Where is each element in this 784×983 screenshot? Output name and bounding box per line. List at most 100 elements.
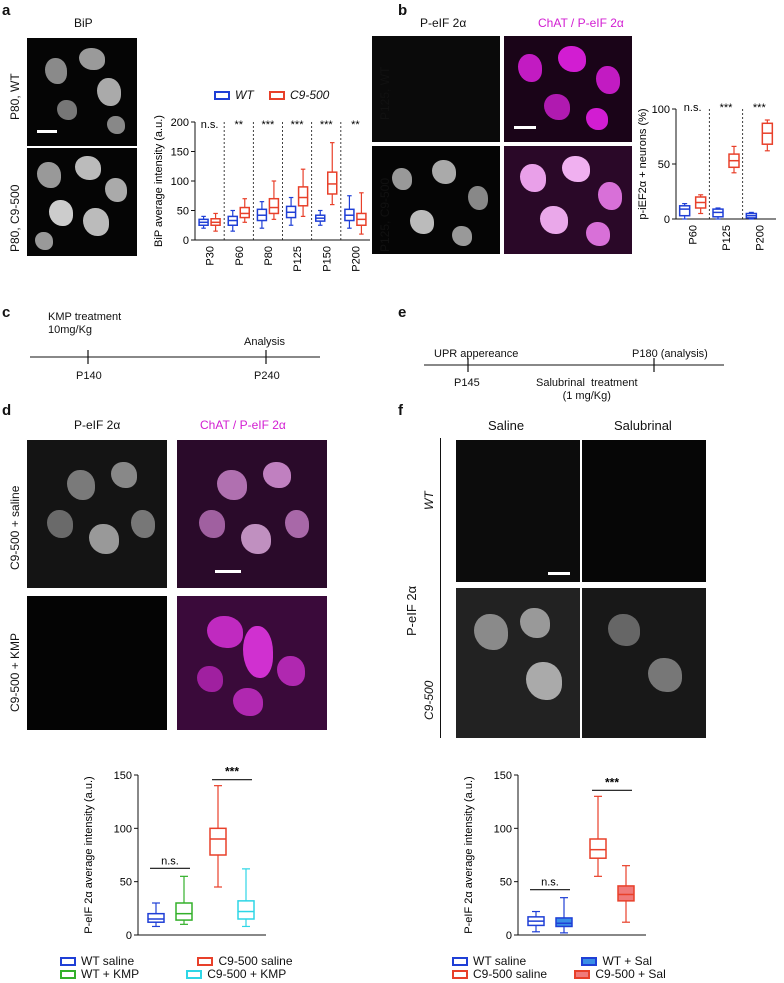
chart-a-ytick-label: 200 <box>171 117 189 129</box>
col-label-b-1: P-eIF 2α <box>420 16 467 30</box>
legend-d-3: WT + KMP <box>81 967 139 981</box>
legend-f-row2: C9-500 saline C9-500 + Sal <box>452 966 772 982</box>
chart-d-box-3-box <box>237 900 255 920</box>
chart-f-box-3-box <box>617 885 635 902</box>
chart-a-significance: ** <box>234 119 243 131</box>
chart-b-ylabel: p-iEF2α + neurons (%) <box>637 108 649 219</box>
chart-a-c9-P150-box <box>327 171 338 195</box>
chart-b-xtick-label: P125 <box>721 225 733 251</box>
scale-bar <box>548 572 570 575</box>
legend-a: WT C9-500 <box>214 88 329 102</box>
chart-b-ytick-label: 50 <box>658 159 670 171</box>
chart-a-xtick-label: P30 <box>205 246 217 266</box>
chart-a-xtick-label: P150 <box>321 246 333 272</box>
micrograph-d-saline-merge <box>177 440 327 588</box>
micrograph-f-c9-saline <box>456 588 580 738</box>
chart-a-c9-P60-box <box>239 206 250 219</box>
chart-d-box-1-box <box>175 902 193 921</box>
timeline-c-time-2: P240 <box>254 370 280 382</box>
timeline-c-event-1: KMP treatment 10mg/Kg <box>48 311 122 336</box>
scale-bar <box>514 126 536 129</box>
col-label-d-2: ChAT / P-eIF 2α <box>200 418 286 432</box>
chart-f: 0 50 100 150 P-eIF 2α average intensity (a.u… <box>463 770 646 942</box>
legend-a-c9: C9-500 <box>290 88 330 102</box>
chart-a-significance: *** <box>261 119 275 131</box>
micrograph-b-c9-grey <box>372 146 500 254</box>
legend-d: WT saline C9-500 saline <box>60 952 360 970</box>
timeline-c-event-2: Analysis <box>244 336 285 348</box>
chart-a-ytick-label: 150 <box>171 147 189 159</box>
chart-a-c9-P125-box <box>297 186 309 207</box>
legend-f: WT saline WT + Sal <box>452 952 772 970</box>
panel-letter-b: b <box>398 2 408 19</box>
chart-b-ytick-label: 100 <box>652 104 670 116</box>
row-divider-line <box>440 438 441 738</box>
panel-letter-a: a <box>2 2 11 19</box>
chart-a-significance: *** <box>320 119 334 131</box>
panel-a-image-title: BiP <box>74 16 93 30</box>
chart-a-xtick-label: P125 <box>292 246 304 272</box>
panel-letter-e: e <box>398 304 407 321</box>
timeline-e <box>424 358 724 372</box>
legend-d-1: WT saline <box>81 954 135 968</box>
chart-f-ylabel: P-eIF 2α average intensity (a.u.) <box>463 776 475 933</box>
timeline-e-event-3: P180 (analysis) <box>632 348 708 360</box>
timeline-c <box>30 350 320 364</box>
chart-a-significance: *** <box>291 119 305 131</box>
col-label-f-1: Saline <box>488 418 525 433</box>
chart-d-ylabel: P-eIF 2α average intensity (a.u.) <box>83 776 95 933</box>
chart-f-ytick-label: 0 <box>506 930 512 942</box>
chart-a-ytick-label: 0 <box>183 235 189 247</box>
timeline-e-time-1: P145 <box>454 377 480 389</box>
row-label-f-wt: WT <box>422 491 436 510</box>
chart-d-significance-1: n.s. <box>161 855 179 867</box>
micrograph-f-wt-salubrinal <box>582 440 706 582</box>
micrograph-b-wt-merge <box>504 36 632 142</box>
chart-a-xtick-label: P200 <box>350 246 362 272</box>
micrograph-b-wt-grey <box>372 36 500 142</box>
chart-b-xtick-label: P60 <box>688 225 700 245</box>
chart-d-box-2-box <box>209 827 227 856</box>
chart-f-significance-1: n.s. <box>541 877 559 889</box>
chart-f-ytick-label: 50 <box>500 877 512 889</box>
chart-a-ytick-label: 100 <box>171 176 189 188</box>
row-label-d-kmp: C9-500 + KMP <box>8 632 22 712</box>
chart-f-significance-2: *** <box>605 775 619 789</box>
row-label-d-saline: C9-500 + saline <box>8 485 22 570</box>
chart-b-significance: *** <box>720 102 734 114</box>
chart-a-xtick-label: P60 <box>234 246 246 266</box>
legend-d-2: C9-500 saline <box>218 954 293 968</box>
micrograph-f-c9-salubrinal <box>582 588 706 738</box>
chart-f-ytick-label: 100 <box>494 823 512 835</box>
timeline-e-event-2: Salubrinal treatment (1 mg/Kg) <box>536 377 638 402</box>
chart-f-box-2-box <box>589 838 607 859</box>
chart-d-significance-2: *** <box>225 765 239 779</box>
chart-d-ytick-label: 0 <box>126 930 132 942</box>
row-label-b-wt: P125, WT <box>378 66 392 120</box>
micrograph-a-c9 <box>27 148 137 256</box>
chart-a-ylabel: BiP average intensity (a.u.) <box>153 115 165 247</box>
row-label-b-c9: P125, C9-500 <box>378 177 392 252</box>
side-label-f: P-eIF 2α <box>404 585 419 636</box>
row-label-a-c9: P80, C9-500 <box>8 184 22 252</box>
chart-f-box-1-box <box>555 917 573 928</box>
chart-d: 0 50 100 150 P-eIF 2α average intensity (a.u… <box>83 765 266 942</box>
col-label-b-2: ChAT / P-eIF 2α <box>538 16 624 30</box>
chart-a-significance: n.s. <box>201 119 219 131</box>
chart-a: 0 50 100 150 200 BiP average intensity (a.u.)… <box>153 115 370 272</box>
timeline-e-event-1: UPR appereance <box>434 348 519 360</box>
col-label-d-1: P-eIF 2α <box>74 418 121 432</box>
legend-f-3: WT + Sal <box>602 954 652 968</box>
micrograph-f-wt-saline <box>456 440 580 582</box>
chart-a-significance: ** <box>351 119 360 131</box>
panel-letter-f: f <box>398 402 403 419</box>
micrograph-b-c9-merge <box>504 146 632 254</box>
micrograph-a-wt <box>27 38 137 146</box>
legend-f-4: C9-500 + Sal <box>595 967 666 981</box>
micrograph-d-kmp-grey <box>27 596 167 730</box>
chart-a-c9-P80-box <box>268 197 280 215</box>
legend-d-4: C9-500 + KMP <box>207 967 287 981</box>
scale-bar <box>37 130 57 133</box>
chart-d-ytick-label: 50 <box>120 877 132 889</box>
